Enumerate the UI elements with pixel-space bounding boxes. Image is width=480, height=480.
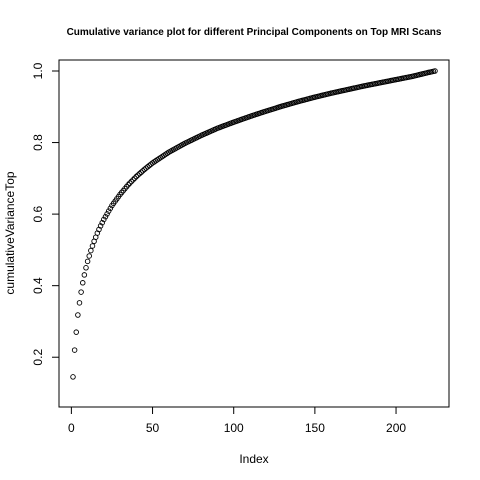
chart-title: Cumulative variance plot for different P… [67,27,442,38]
data-point [138,169,144,175]
data-point [135,172,141,178]
y-tick-label: 0.6 [31,205,45,222]
data-point [102,213,109,220]
x-tick-label: 0 [68,421,75,435]
data-point [75,312,81,318]
data-point [73,329,79,335]
data-point [136,170,143,177]
data-point [101,216,107,223]
data-point [86,253,92,259]
data-point [133,173,140,180]
data-point [432,68,438,74]
data-point [79,280,86,286]
data-point [105,208,112,214]
data-point [125,182,131,188]
x-tick-label: 200 [386,421,406,435]
data-point [70,374,76,380]
data-point [140,168,146,174]
data-point [78,289,84,295]
y-tick-label: 0.8 [31,134,45,151]
plot-area [58,59,450,408]
data-point [104,211,110,217]
x-tick-label: 150 [305,421,325,435]
y-tick-label: 0.2 [31,349,45,366]
data-point [83,265,89,271]
data-point [84,258,91,265]
data-point [97,223,104,229]
data-point [88,247,94,254]
x-tick-label: 50 [146,421,160,435]
data-point [99,219,105,226]
y-tick-label: 0.4 [31,277,45,294]
data-points [70,68,438,380]
y-axis-label: cumulativeVarianceTop [3,171,17,295]
data-point [81,272,88,278]
data-point [107,205,114,212]
data-point [130,177,136,183]
data-point [89,243,96,249]
y-axis: 0.2 0.4 0.6 0.8 1.0 [31,62,59,366]
data-point [71,347,78,353]
data-point [128,178,135,185]
y-tick-label: 1.0 [31,62,45,79]
data-point [127,180,133,186]
data-point [76,300,83,306]
x-axis-label: Index [239,452,268,466]
x-tick-label: 100 [224,421,244,435]
x-axis: 0 50 100 150 200 [68,407,406,435]
data-point [131,175,138,181]
